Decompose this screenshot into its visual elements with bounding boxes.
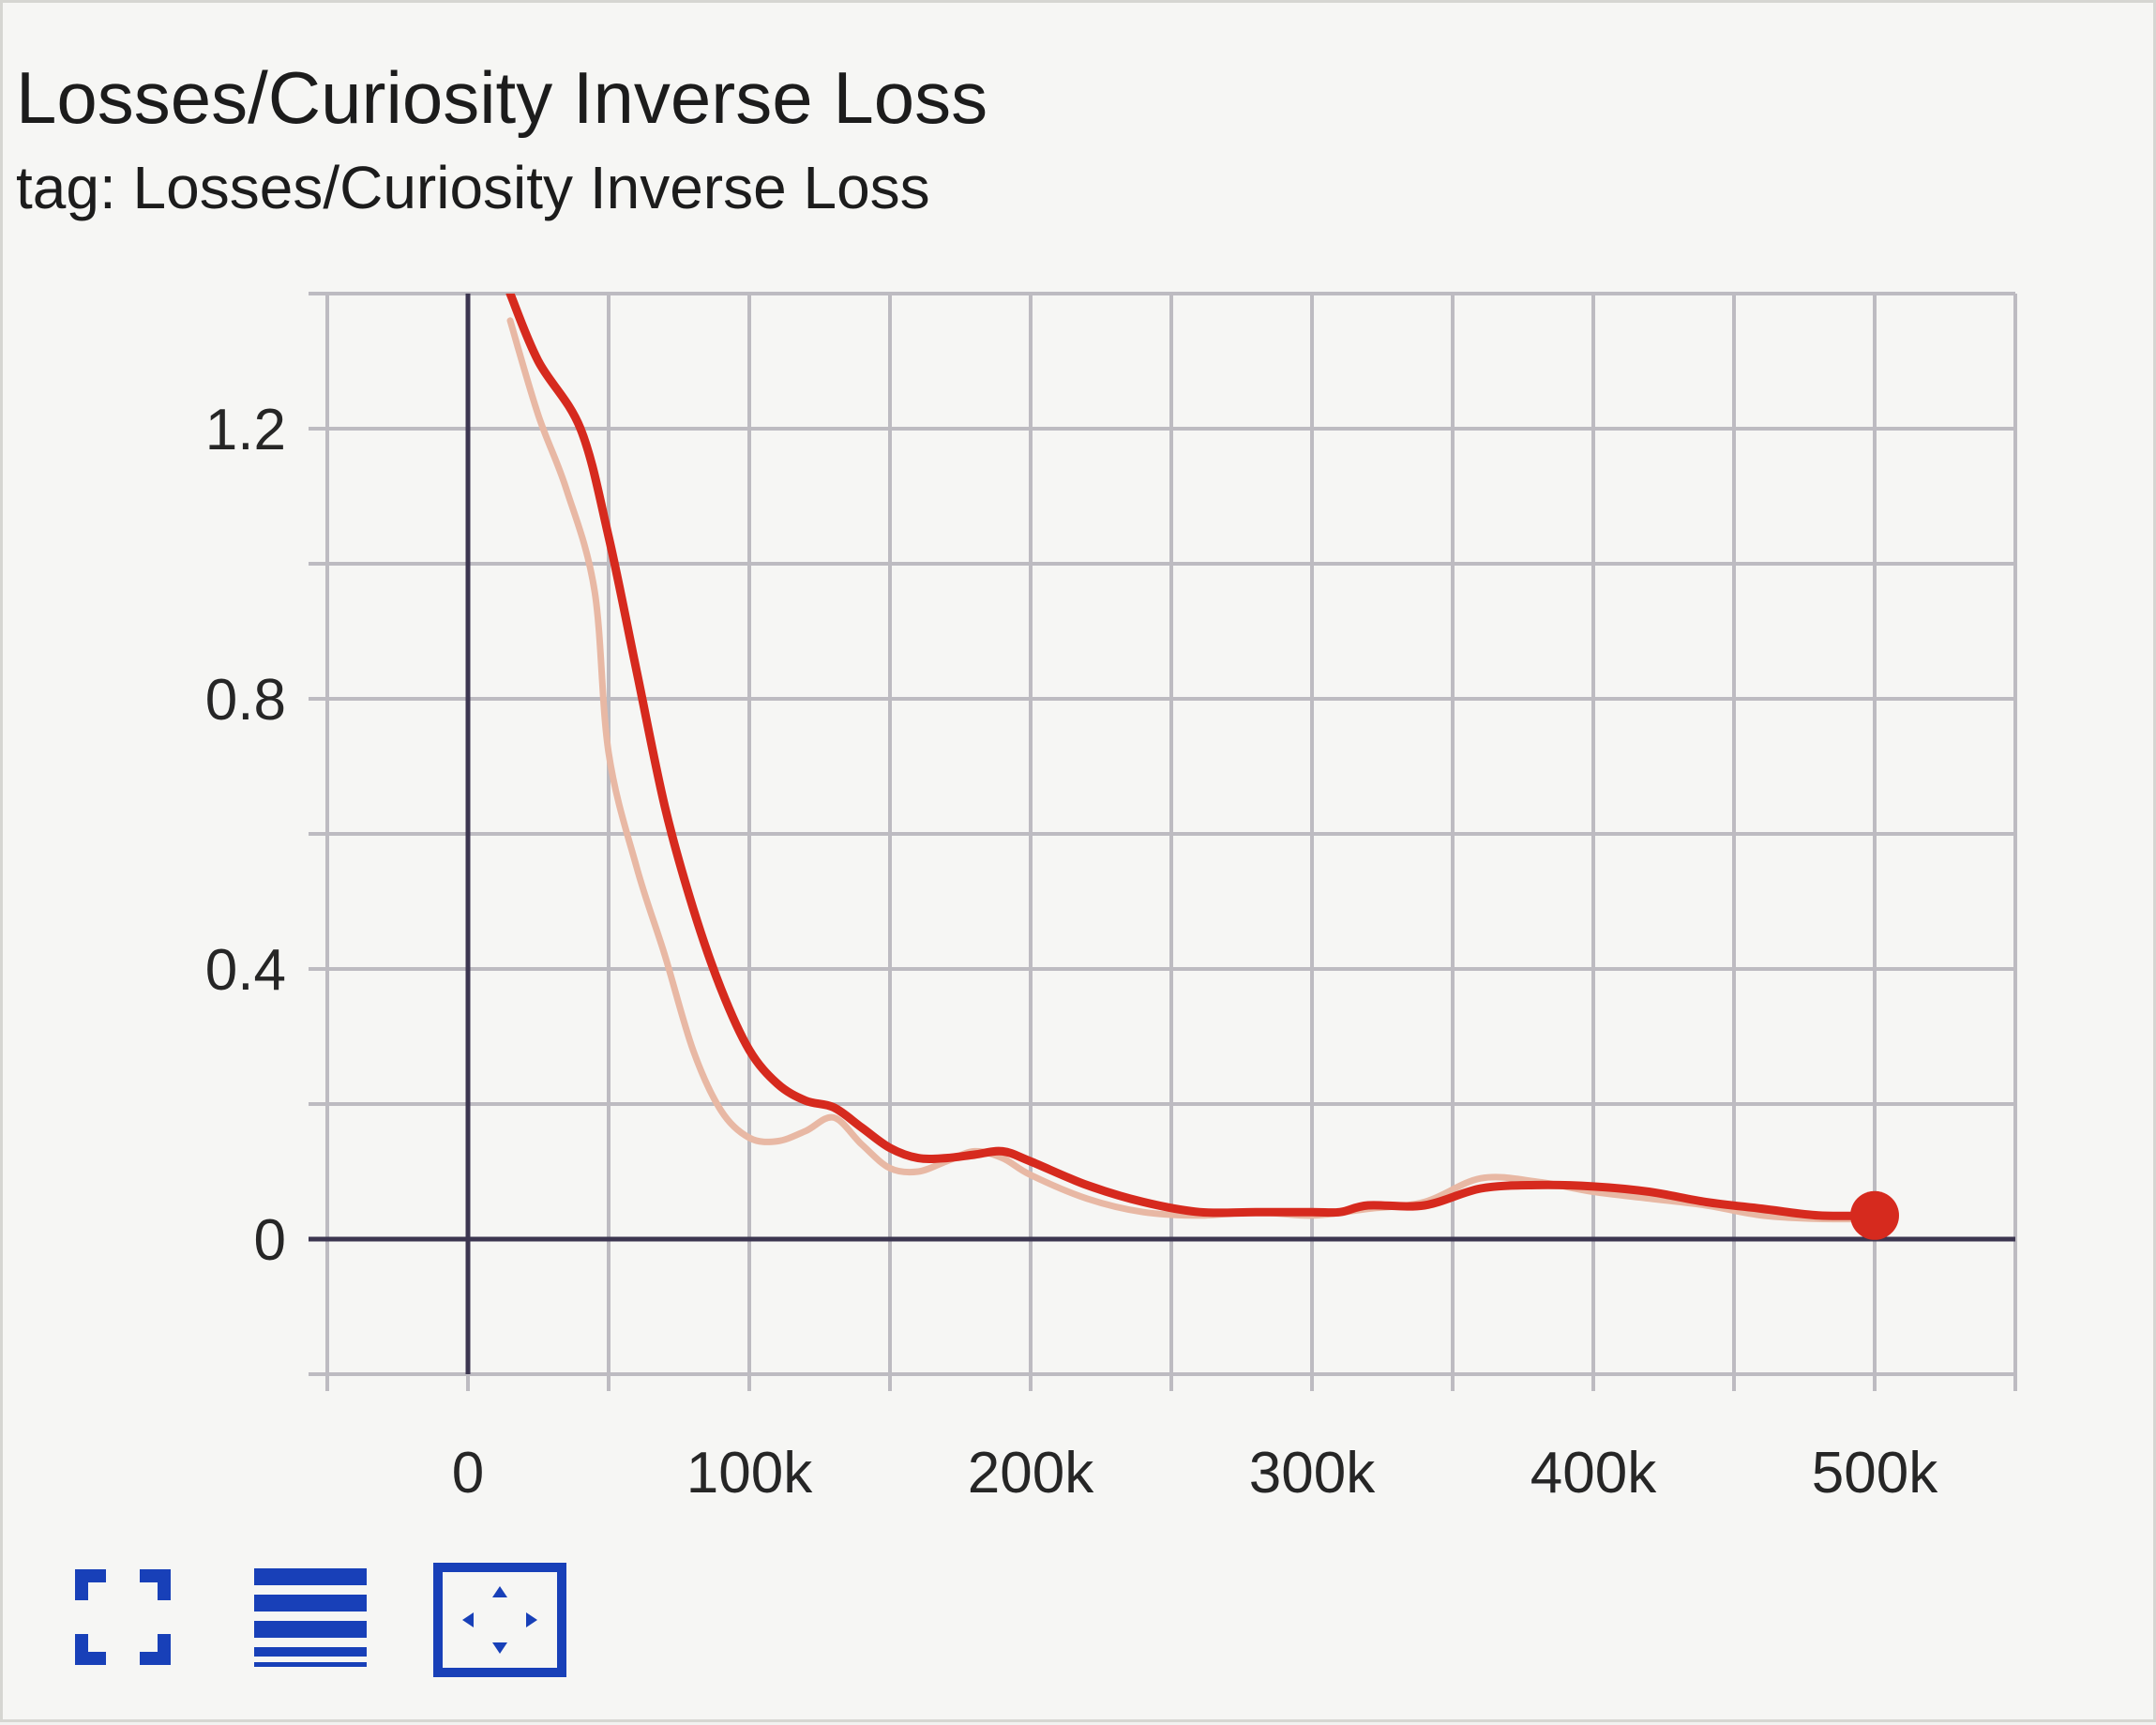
x-tick-label: 400k (1530, 1441, 1657, 1506)
toggle-log-scale-button[interactable] (245, 1562, 376, 1674)
x-tick-label: 300k (1249, 1441, 1376, 1506)
line-chart[interactable]: 0 100k 200k 300k 400k 500k 0 0.4 0.8 1.2 (3, 3, 2156, 1725)
tick-labels: 0 100k 200k 300k 400k 500k 0 0.4 0.8 1.2 (205, 398, 1938, 1506)
toggle-log-scale-icon (254, 1567, 367, 1667)
fit-to-screen-button[interactable] (57, 1562, 188, 1674)
y-tick-label: 0.4 (205, 938, 286, 1003)
x-tick-label: 500k (1812, 1441, 1938, 1506)
y-tick-label: 1.2 (205, 398, 286, 462)
y-tick-label: 0.8 (205, 668, 286, 733)
chart-title: Losses/Curiosity Inverse Loss (16, 56, 988, 139)
x-tick-label: 100k (686, 1441, 813, 1506)
series (505, 294, 1879, 1223)
fit-domain-button[interactable] (432, 1562, 566, 1677)
chart-tag-subtitle: tag: Losses/Curiosity Inverse Loss (16, 154, 930, 221)
axes (309, 294, 2015, 1374)
fit-domain-icon (433, 1563, 566, 1677)
x-tick-label: 200k (968, 1441, 1094, 1506)
last-value-marker (1850, 1190, 1899, 1240)
fit-to-screen-icon (75, 1568, 171, 1665)
raw-series-line (506, 317, 1878, 1223)
grid (309, 292, 2017, 1391)
smoothed-series-line (505, 294, 1879, 1220)
x-tick-label: 0 (452, 1441, 484, 1506)
y-tick-label: 0 (254, 1208, 286, 1273)
